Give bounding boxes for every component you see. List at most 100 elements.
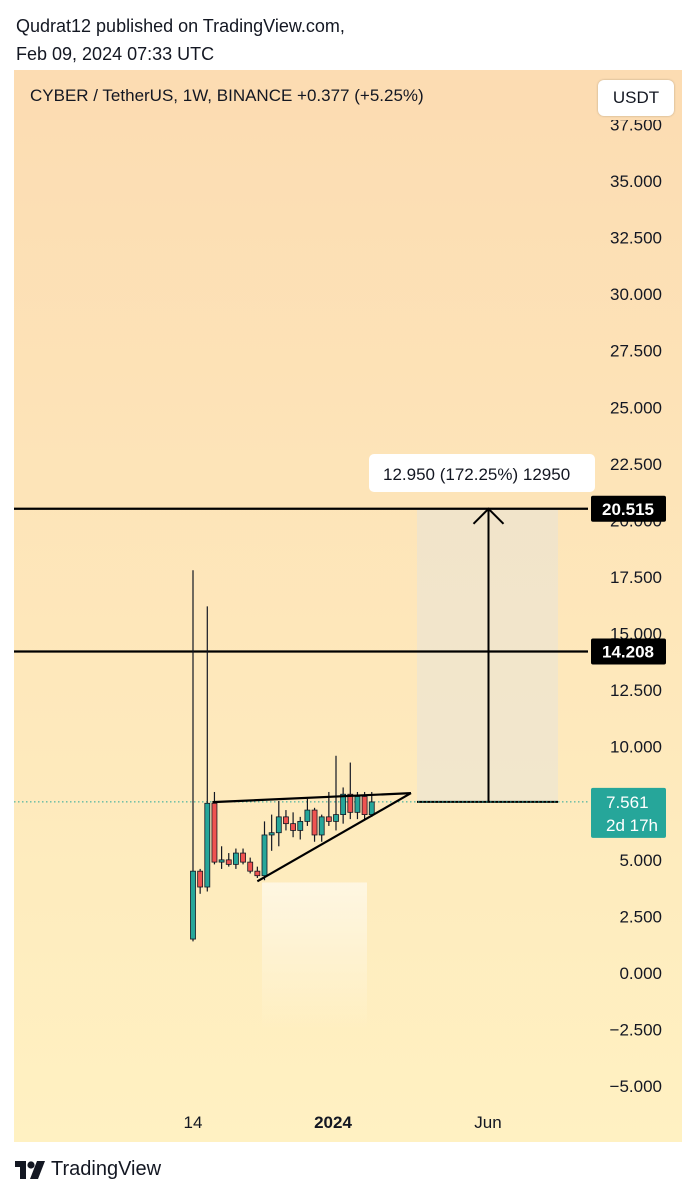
candle	[283, 810, 289, 831]
candle-body	[197, 870, 204, 888]
y-tick-label: −2.500	[610, 1021, 662, 1040]
level-price-label: 20.515	[591, 495, 666, 522]
y-axis: 37.500 35.000 32.500 30.000 27.500 25.000 22.5…	[610, 115, 662, 1096]
candle	[340, 787, 347, 824]
symbol-info: CYBER / TetherUS, 1W, BINANCE +0.377 (+5…	[30, 86, 424, 105]
candle	[190, 570, 196, 942]
level-price-label-box	[591, 638, 666, 665]
currency-button[interactable]: USDT	[598, 80, 674, 116]
candle	[197, 868, 204, 894]
candle-body	[211, 802, 218, 863]
price-labels: 20.515 14.208 7.561 2d 17h	[14, 70, 682, 838]
candle-body	[261, 834, 268, 877]
candle-body	[325, 816, 332, 822]
y-tick-label: 10.000	[610, 738, 662, 757]
legend-strip	[14, 70, 682, 120]
triangle-upper-line	[212, 792, 412, 804]
publish-header: Qudrat12 published on TradingView.com, F…	[16, 12, 345, 68]
candle-body	[290, 823, 297, 831]
candle	[297, 816, 304, 840]
candle-body	[318, 816, 325, 836]
level-price-label-box	[591, 495, 666, 522]
candle	[204, 606, 211, 892]
candle-body	[247, 861, 254, 872]
candle	[311, 807, 318, 842]
triangle-lower-line	[256, 792, 412, 883]
candle-body	[218, 859, 225, 863]
y-tick-label: −5.000	[610, 1077, 662, 1096]
volume-area	[262, 882, 367, 1030]
y-tick-label: 27.500	[610, 342, 662, 361]
candle-body	[311, 809, 318, 836]
candle	[333, 755, 339, 831]
y-tick-label: 32.500	[610, 229, 662, 248]
volume-shading	[262, 882, 367, 1030]
candle	[218, 846, 225, 869]
candle-body	[368, 801, 375, 815]
candle-body	[333, 814, 339, 822]
candle-body	[275, 816, 282, 834]
candle-body	[340, 793, 347, 816]
x-axis: 14 2024 Jun	[184, 1113, 502, 1132]
candle-body	[304, 809, 311, 822]
level-price-label-text: 20.515	[602, 500, 654, 519]
y-tick-label: 17.500	[610, 568, 662, 587]
candle	[275, 801, 282, 847]
candle-body	[204, 802, 211, 888]
level-price-label-text: 14.208	[602, 642, 654, 661]
y-tick-label: 35.000	[610, 172, 662, 191]
candle	[232, 848, 239, 869]
candle	[347, 762, 354, 820]
measure-label-box	[369, 454, 595, 492]
candle-body	[254, 870, 261, 877]
triangle-pattern	[212, 792, 412, 883]
measure-label-text: 12.950 (172.25%) 12950	[383, 465, 570, 484]
candle	[318, 814, 325, 842]
candle	[254, 866, 261, 878]
candle-body	[240, 852, 246, 863]
candle-body	[361, 796, 368, 815]
candle-body	[283, 816, 289, 825]
x-tick-label: Jun	[474, 1113, 501, 1132]
candle	[304, 798, 311, 826]
y-tick-label: 5.000	[619, 851, 662, 870]
horizontal-levels	[14, 507, 588, 653]
y-tick-label: 37.500	[610, 115, 662, 134]
tradingview-logo[interactable]: TradingView	[15, 1158, 161, 1181]
candle-body	[297, 820, 304, 831]
y-tick-label: 30.000	[610, 285, 662, 304]
publisher-line: Qudrat12 published on TradingView.com,	[16, 16, 345, 36]
current-price-label: 7.561 2d 17h	[591, 787, 666, 838]
candle	[261, 821, 268, 881]
candle-body	[232, 852, 239, 865]
candle-body	[268, 832, 275, 836]
current-price-label-box	[591, 787, 666, 838]
candle	[211, 791, 218, 865]
level-price-label: 14.208	[591, 638, 666, 665]
candle	[240, 848, 246, 865]
candle-body	[347, 793, 354, 813]
y-tick-label: 2.500	[619, 907, 662, 926]
y-tick-label: 25.000	[610, 398, 662, 417]
candles	[190, 570, 375, 942]
candle	[247, 857, 254, 874]
candle-body	[190, 870, 196, 940]
y-tick-label: 22.500	[610, 455, 662, 474]
publish-date: Feb 09, 2024 07:33 UTC	[16, 44, 215, 64]
current-price-value: 7.561	[606, 793, 649, 812]
x-tick-label: 14	[184, 1113, 203, 1132]
brand-name: TradingView	[51, 1158, 162, 1180]
current-price-countdown: 2d 17h	[606, 816, 658, 835]
candle	[290, 812, 297, 838]
candle-body	[354, 796, 361, 813]
candle	[268, 814, 275, 851]
candle-body	[225, 859, 232, 865]
measure-label: 12.950 (172.25%) 12950	[369, 454, 595, 492]
candle	[361, 791, 368, 820]
x-tick-label: 2024	[314, 1113, 352, 1132]
measure-tool: 12.950 (172.25%) 12950	[369, 454, 595, 803]
y-tick-label: 0.000	[619, 964, 662, 983]
candle	[225, 853, 232, 867]
y-tick-label: 12.500	[610, 681, 662, 700]
